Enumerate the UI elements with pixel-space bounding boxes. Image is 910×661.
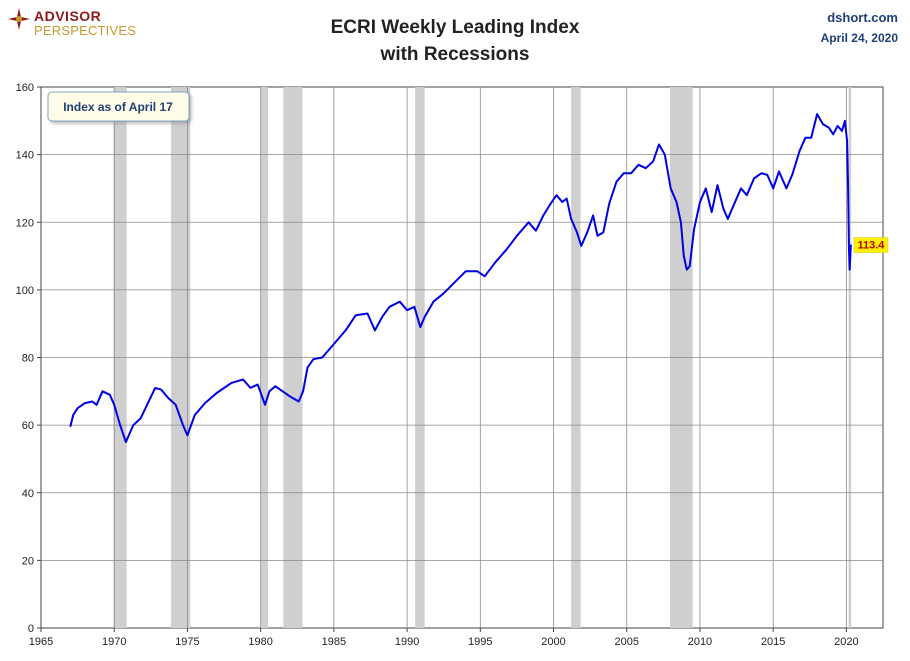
chart-title: ECRI Weekly Leading Index with Recession… (255, 14, 655, 68)
x-tick-label-1970: 1970 (102, 636, 126, 648)
source-block: dshort.com April 24, 2020 (821, 8, 898, 48)
y-axis-ticks: 0 20 40 60 80 100 120 140 160 (16, 82, 41, 635)
y-tick-label-100: 100 (16, 285, 34, 297)
compass-star-icon (8, 8, 30, 30)
x-tick-label-1985: 1985 (322, 636, 346, 648)
y-tick-label-0: 0 (28, 623, 34, 635)
series-line-ecri-wli (69, 113, 852, 443)
y-tick-label-60: 60 (22, 420, 34, 432)
y-tick-label-120: 120 (16, 217, 34, 229)
y-tick-label-40: 40 (22, 488, 34, 500)
x-axis-ticks: 1965 1970 1975 1980 1985 1990 1995 2000 2005 2010… (29, 628, 859, 648)
x-tick-label-2015: 2015 (761, 636, 785, 648)
x-tick-label-1995: 1995 (468, 636, 492, 648)
chart-title-line1: ECRI Weekly Leading Index (330, 17, 580, 38)
last-value-text: 113.4 (857, 240, 885, 252)
x-tick-label-2010: 2010 (688, 636, 712, 648)
grid-lines (41, 87, 883, 628)
y-tick-label-80: 80 (22, 353, 34, 365)
last-value-label: 113.4 (853, 237, 889, 253)
x-tick-label-2005: 2005 (614, 636, 638, 648)
y-tick-label-20: 20 (22, 555, 34, 567)
x-tick-label-2020: 2020 (834, 636, 858, 648)
source-site: dshort.com (827, 10, 898, 25)
x-tick-label-1965: 1965 (29, 636, 53, 648)
y-tick-label-140: 140 (16, 150, 34, 162)
source-date: April 24, 2020 (820, 31, 898, 45)
logo-text-advisor: ADVISOR (34, 8, 102, 24)
x-tick-label-2000: 2000 (541, 636, 565, 648)
y-tick-label-160: 160 (16, 82, 34, 94)
annotation-box (47, 91, 190, 122)
x-tick-label-1990: 1990 (395, 636, 419, 648)
annotation-text: Index as of April 17 (63, 100, 173, 114)
x-tick-label-1980: 1980 (248, 636, 272, 648)
chart-title-line2: with Recessions (380, 44, 530, 65)
logo-text-perspectives: PERSPECTIVES (34, 23, 137, 38)
x-tick-label-1975: 1975 (175, 636, 199, 648)
advisor-perspectives-logo: ADVISOR PERSPECTIVES (8, 6, 138, 42)
